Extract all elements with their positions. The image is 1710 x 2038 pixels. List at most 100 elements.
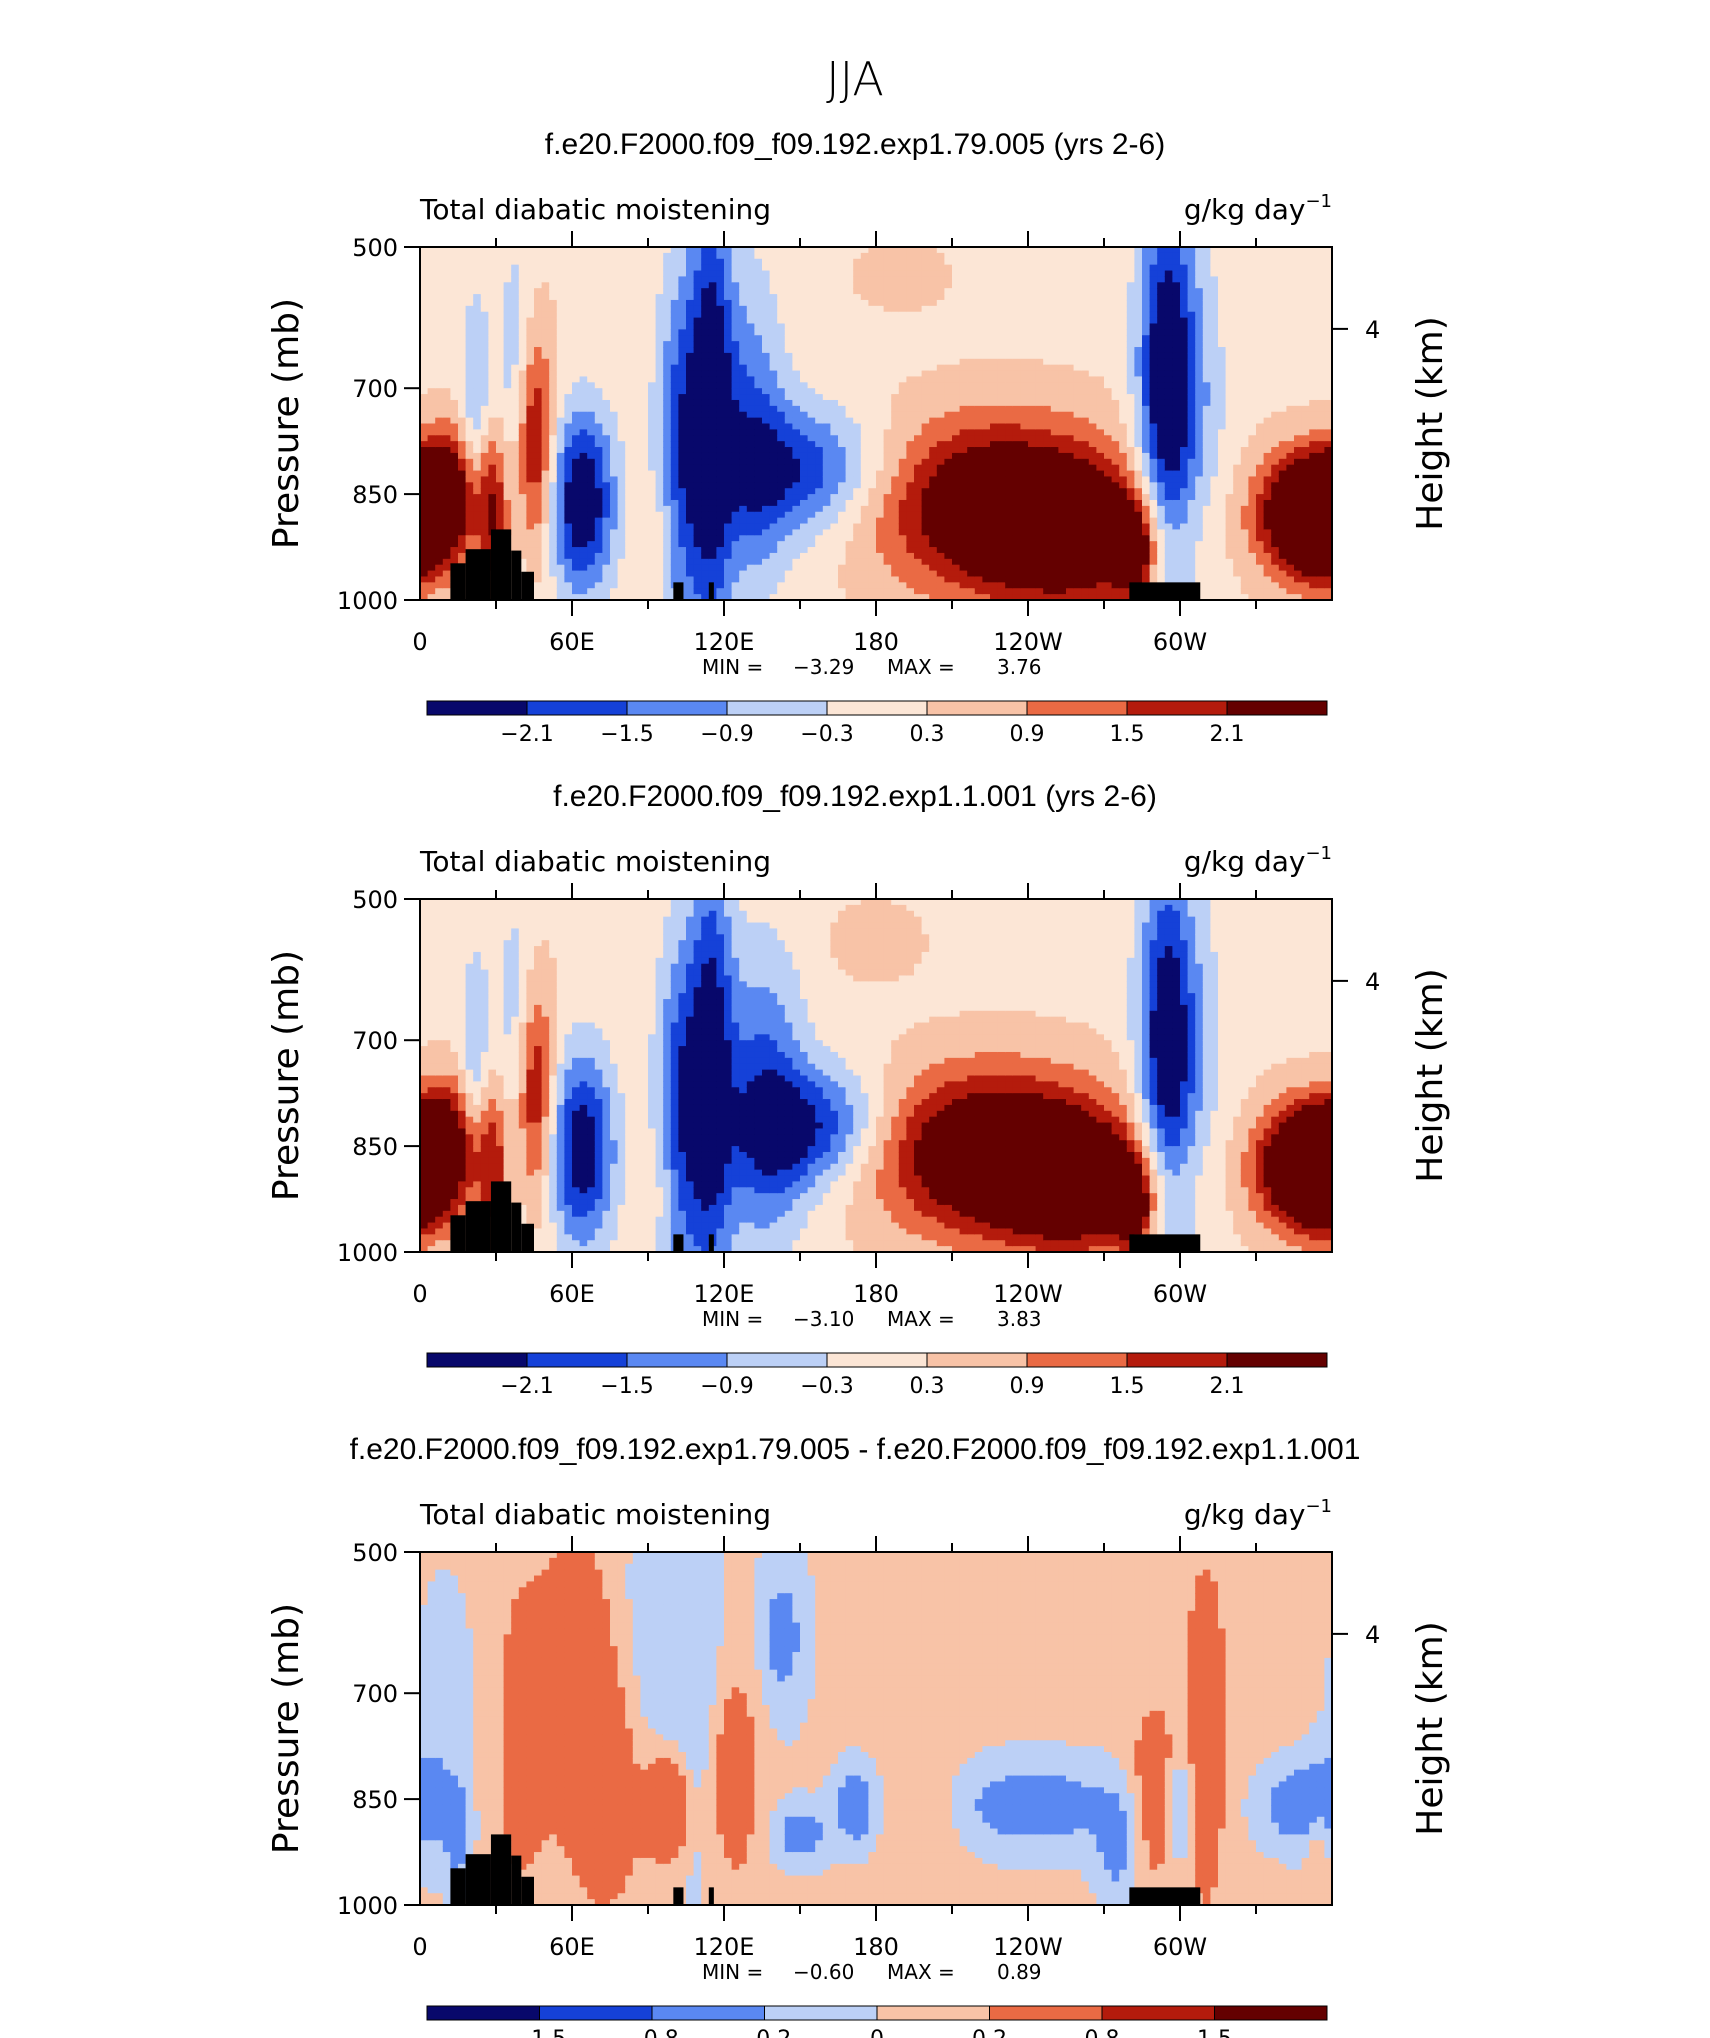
field-cell <box>618 282 626 288</box>
field-cell <box>587 571 595 577</box>
field-cell <box>716 365 724 371</box>
field-cell <box>496 447 504 453</box>
field-cell <box>443 565 451 571</box>
field-cell <box>542 400 550 406</box>
field-cell <box>428 465 436 471</box>
field-cell <box>466 253 474 259</box>
field-cell <box>663 359 671 365</box>
field-cell <box>648 276 656 282</box>
field-cell <box>633 524 641 530</box>
field-cell <box>488 418 496 424</box>
field-cell <box>435 459 443 465</box>
field-cell <box>640 435 648 441</box>
field-cell <box>595 553 603 559</box>
field-cell <box>701 506 709 512</box>
field-cell <box>671 482 679 488</box>
field-cell <box>701 571 709 577</box>
field-cell <box>435 582 443 588</box>
field-cell <box>435 535 443 541</box>
field-cell <box>618 359 626 365</box>
field-cell <box>610 547 618 553</box>
field-cell <box>648 347 656 353</box>
field-cell <box>534 482 542 488</box>
field-cell <box>678 447 686 453</box>
field-cell <box>732 571 740 577</box>
field-cell <box>557 359 565 365</box>
field-cell <box>435 412 443 418</box>
field-cell <box>519 506 527 512</box>
field-cell <box>618 371 626 377</box>
field-cell <box>663 276 671 282</box>
field-cell <box>428 306 436 312</box>
field-cell <box>587 259 595 265</box>
field-cell <box>443 559 451 565</box>
field-cell <box>640 582 648 588</box>
field-cell <box>625 494 633 500</box>
field-cell <box>678 376 686 382</box>
field-cell <box>648 282 656 288</box>
field-cell <box>580 276 588 282</box>
field-cell <box>610 353 618 359</box>
field-cell <box>595 506 603 512</box>
field-cell <box>686 265 694 271</box>
field-cell <box>557 535 565 541</box>
field-cell <box>481 341 489 347</box>
field-cell <box>656 388 664 394</box>
field-cell <box>709 512 717 518</box>
field-cell <box>701 588 709 594</box>
field-cell <box>488 271 496 277</box>
field-cell <box>595 512 603 518</box>
field-cell <box>504 276 512 282</box>
field-cell <box>549 271 557 277</box>
field-cell <box>526 400 534 406</box>
field-cell <box>694 488 702 494</box>
field-cell <box>694 253 702 259</box>
field-cell <box>466 341 474 347</box>
field-cell <box>564 424 572 430</box>
field-cell <box>549 582 557 588</box>
field-cell <box>504 265 512 271</box>
field-cell <box>458 406 466 412</box>
field-cell <box>526 394 534 400</box>
field-cell <box>648 553 656 559</box>
field-cell <box>694 512 702 518</box>
field-cell <box>709 329 717 335</box>
field-cell <box>458 341 466 347</box>
field-cell <box>633 476 641 482</box>
field-cell <box>724 259 732 265</box>
field-cell <box>701 471 709 477</box>
field-cell <box>595 323 603 329</box>
field-cell <box>564 335 572 341</box>
field-cell <box>709 353 717 359</box>
field-cell <box>458 506 466 512</box>
field-cell <box>466 435 474 441</box>
field-cell <box>648 312 656 318</box>
field-cell <box>709 465 717 471</box>
field-cell <box>511 453 519 459</box>
field-cell <box>625 376 633 382</box>
field-cell <box>458 335 466 341</box>
field-cell <box>587 294 595 300</box>
field-cell <box>618 512 626 518</box>
field-cell <box>564 294 572 300</box>
field-cell <box>671 506 679 512</box>
field-cell <box>511 459 519 465</box>
field-cell <box>428 524 436 530</box>
field-cell <box>739 400 747 406</box>
field-cell <box>511 353 519 359</box>
field-cell <box>602 329 610 335</box>
field-cell <box>678 476 686 482</box>
field-cell <box>435 406 443 412</box>
field-cell <box>656 424 664 430</box>
field-cell <box>542 494 550 500</box>
field-cell <box>739 582 747 588</box>
field-cell <box>701 388 709 394</box>
field-cell <box>564 329 572 335</box>
field-cell <box>488 524 496 530</box>
field-cell <box>534 535 542 541</box>
field-cell <box>656 253 664 259</box>
field-cell <box>732 265 740 271</box>
field-cell <box>496 282 504 288</box>
field-cell <box>732 500 740 506</box>
field-cell <box>587 394 595 400</box>
